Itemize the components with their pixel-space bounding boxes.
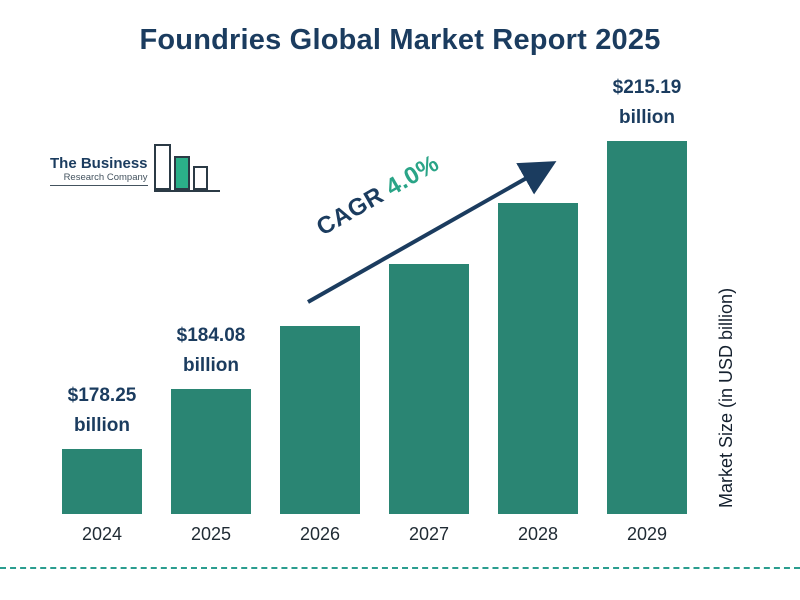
x-axis-tick-label: 2027 xyxy=(408,524,450,544)
bar xyxy=(389,264,469,514)
bar-column: $215.19 billion 2029 xyxy=(607,73,687,545)
bar-value-label: $184.08 billion xyxy=(176,325,246,376)
bar xyxy=(280,326,360,514)
logo-text: The Business Research Company xyxy=(50,155,148,192)
bar-value-label: $178.25 billion xyxy=(67,385,137,436)
bar-value-label: $215.19 billion xyxy=(612,77,682,128)
logo-bar-chart-icon xyxy=(153,138,220,192)
bar xyxy=(171,389,251,514)
logo-bar-icon xyxy=(173,156,190,190)
y-axis-label: Market Size (in USD billion) xyxy=(716,287,736,508)
page-title: Foundries Global Market Report 2025 xyxy=(139,24,661,56)
bar xyxy=(62,449,142,514)
bar xyxy=(498,203,578,514)
logo-line1: The Business xyxy=(50,155,148,172)
x-axis-tick-label: 2026 xyxy=(299,524,341,544)
x-axis-tick-label: 2028 xyxy=(517,524,559,544)
bar-chart: $178.25 billion 2024 $184.08 billion 2025 2026… xyxy=(62,60,687,545)
bar-column: $178.25 billion 2024 xyxy=(62,381,142,545)
bar-column: 2026 xyxy=(280,326,360,545)
bar-column: 2028 xyxy=(498,203,578,545)
company-logo: The Business Research Company xyxy=(50,138,220,192)
x-axis-tick-label: 2029 xyxy=(626,524,668,544)
logo-bar-icon xyxy=(153,144,171,190)
bar-column: $184.08 billion 2025 xyxy=(171,321,251,545)
x-axis-tick-label: 2024 xyxy=(81,524,123,544)
bar xyxy=(607,141,687,514)
logo-bar-icon xyxy=(192,166,208,190)
bar-column: 2027 xyxy=(389,264,469,545)
bottom-dashed-divider xyxy=(0,567,800,569)
logo-line2: Research Company xyxy=(50,172,148,186)
x-axis-tick-label: 2025 xyxy=(190,524,232,544)
